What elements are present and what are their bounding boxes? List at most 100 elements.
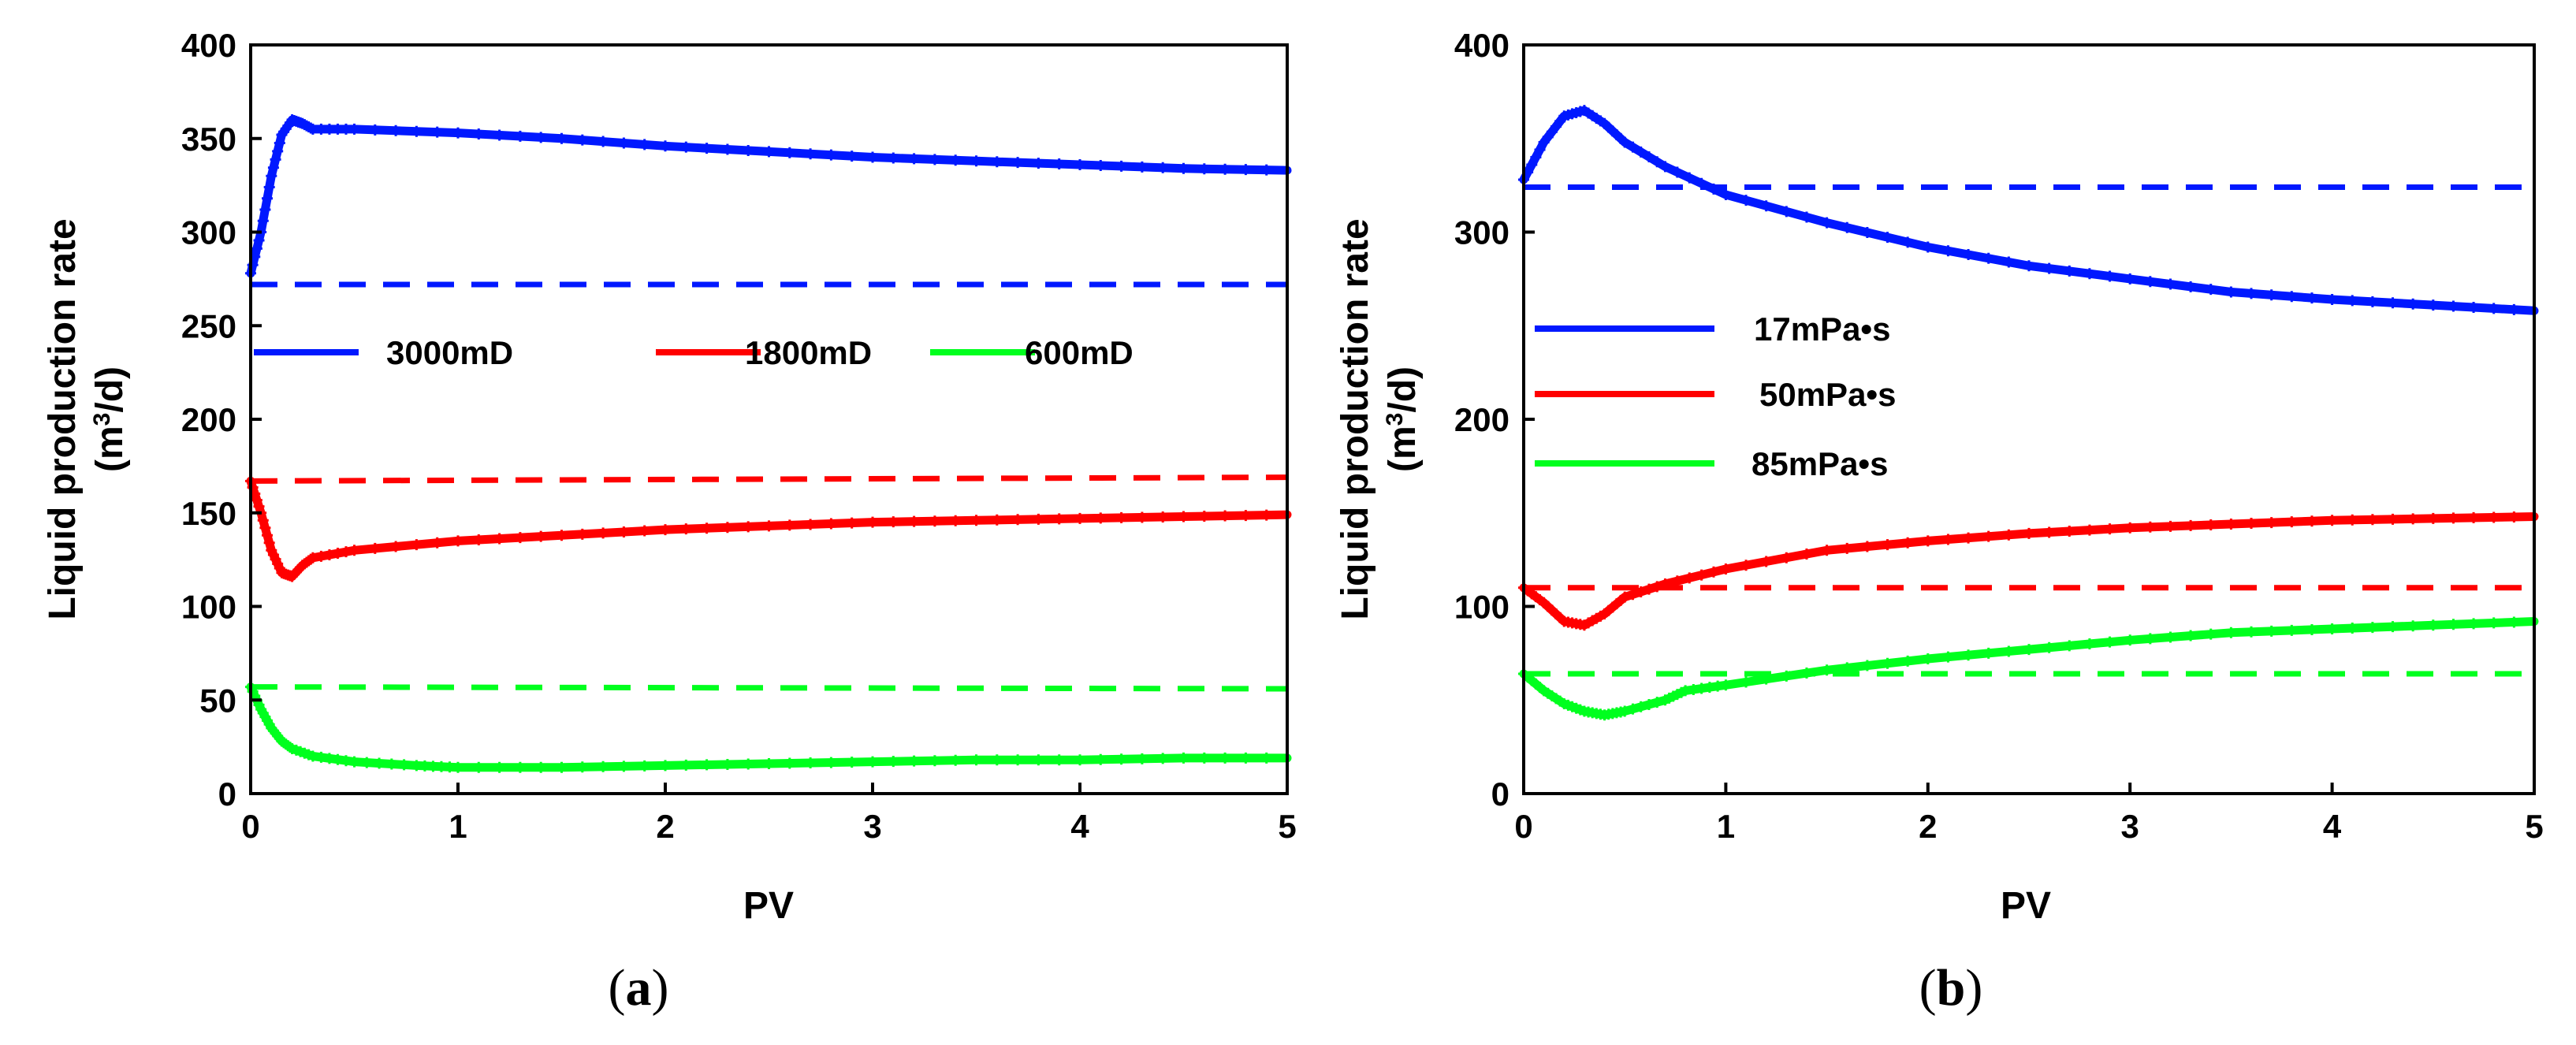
panel-b-series-2-point xyxy=(1684,572,1696,584)
panel-b-series-2-point xyxy=(2064,526,2075,537)
panel-a-series-1-line xyxy=(246,115,1292,278)
panel-b-series-2-point xyxy=(2104,523,2116,535)
panel-a-series-3-point xyxy=(743,758,754,770)
panel-b-series-3-point xyxy=(1627,703,1639,715)
panel-b-series-1-markers xyxy=(1518,105,2520,315)
panel-a-series-1-point xyxy=(473,128,485,140)
panel-a-series-1-point xyxy=(493,129,505,141)
panel-a-series-3-point xyxy=(514,761,526,773)
panel-b-series-2-point xyxy=(2246,518,2258,530)
panel-a-series-3-line xyxy=(246,682,1292,772)
panel-b-x-tick-label: 3 xyxy=(2121,808,2139,845)
panel-a-series-2-point xyxy=(1012,514,1024,526)
panel-b-series-2-point xyxy=(2265,517,2277,529)
panel-b-series-1-point xyxy=(1671,166,1683,178)
panel-a-x-tick-label: 5 xyxy=(1278,808,1296,845)
panel-a-series-1-point xyxy=(576,134,588,146)
panel-a-series-2-point xyxy=(257,515,269,526)
panel-b-series-1-point xyxy=(1942,245,1954,257)
panel-a-series-1-point xyxy=(618,137,630,149)
panel-a-y-tick-label: 250 xyxy=(181,307,236,344)
panel-b-series-3-point xyxy=(1619,705,1631,717)
panel-a-series-1-point xyxy=(1115,160,1127,172)
panel-a-series-3-point xyxy=(1115,753,1127,765)
panel-b-series-1-point xyxy=(1740,195,1752,206)
panel-b-series-3-point xyxy=(2387,621,2399,633)
panel-a-series-1-point xyxy=(929,154,940,165)
panel-a-y-tick-label: 300 xyxy=(181,214,236,251)
panel-b-series-1-point xyxy=(2124,273,2136,284)
panel-a-series-2-point xyxy=(340,546,352,558)
panel-a-series-1-point xyxy=(514,130,526,142)
panel-b-series-1-point xyxy=(2104,270,2116,282)
panel-a-series-2-point xyxy=(1033,513,1044,525)
panel-a-series-3-point xyxy=(721,758,733,770)
panel-b-series-1-point xyxy=(1720,189,1732,200)
panel-b-series-2-point xyxy=(2023,527,2034,539)
panel-b-x-tick-label: 1 xyxy=(1717,808,1735,845)
panel-b-series-3-point xyxy=(2225,627,2237,638)
panel-a-x-tick-label: 2 xyxy=(656,808,674,845)
panel-a-y-axis-label: Liquid production rate (m3/d) xyxy=(42,218,131,619)
panel-b-series-2-point xyxy=(1651,581,1663,593)
panel-b-legend: 17mPa•s 50mPa•s 85mPa•s xyxy=(1535,311,1897,482)
panel-a-series-1-point xyxy=(991,156,1003,168)
panel-b-series-2-point xyxy=(2468,511,2480,523)
panel-a-x-tick-label: 3 xyxy=(863,808,881,845)
panel-b-x-axis-label: PV xyxy=(2001,885,2051,927)
panel-b-marks xyxy=(1518,105,2539,721)
panel-a-series-3-point xyxy=(660,760,671,772)
panel-a-series-3-markers xyxy=(245,681,1272,773)
panel-b-series-3-point xyxy=(2326,623,2338,634)
panel-a-series-1-point xyxy=(1219,163,1231,175)
panel-a-plot-frame xyxy=(249,43,1289,795)
panel-a-series-2-point xyxy=(1240,510,1252,522)
panel-a-series-1-point xyxy=(1240,164,1252,176)
panel-a-series-2-point xyxy=(263,537,275,549)
panel-b-series-1-point xyxy=(2407,298,2419,310)
panel-b-series-2-point xyxy=(1659,578,1671,589)
panel-a-series-2-point xyxy=(1157,511,1169,522)
panel-b-series-3-point xyxy=(1841,662,1853,674)
panel-b-series-3-point xyxy=(2286,624,2298,636)
panel-b-legend-label-2: 50mPa•s xyxy=(1759,376,1897,413)
panel-a-series-2-point xyxy=(701,522,713,534)
panel-b-ticks: 0 1 2 3 4 5 0 100 200 300 400 xyxy=(1454,27,2544,845)
panel-b-y-tick-label: 400 xyxy=(1454,27,1509,64)
panel-a-series-2-point xyxy=(929,515,940,527)
panel-a-series-3-point xyxy=(1178,752,1189,764)
panel-a-series-2-point xyxy=(305,553,317,565)
panel-a-series-3-point xyxy=(950,754,962,766)
panel-a-series-1-point xyxy=(431,126,443,138)
panel-a-series-2-point xyxy=(721,522,733,534)
panel-a-series-2-point xyxy=(348,545,360,556)
panel-a-y-tick-label: 400 xyxy=(181,27,236,64)
panel-a-series-3-point xyxy=(1033,754,1044,766)
panel-b-series-3-point xyxy=(2043,642,2055,653)
panel-a-series-2-point xyxy=(970,515,982,526)
panel-a-legend-label-2: 1800mD xyxy=(745,334,872,371)
panel-a-series-1-point xyxy=(274,137,285,149)
panel-a-y-tick-label: 150 xyxy=(181,495,236,532)
panel-b-series-2-point xyxy=(1627,589,1639,601)
panel-a-series-3-point xyxy=(385,758,397,770)
panel-b-series-2-point xyxy=(2144,521,2156,533)
panel-b-series-1-point xyxy=(1643,151,1655,163)
panel-b-series-2-point xyxy=(1781,552,1792,563)
panel-a-series-2-point xyxy=(251,494,262,506)
panel-b-series-3-point xyxy=(2347,623,2358,634)
panel-a-series-3-point xyxy=(929,755,940,767)
panel-b-series-2-point xyxy=(2508,511,2520,522)
panel-a-series-3-point xyxy=(1053,754,1065,766)
panel-a-series-1-point xyxy=(266,170,277,182)
panel-a-series-3-point xyxy=(701,759,713,771)
panel-a-series-2-point xyxy=(618,526,630,537)
panel-b-series-3-point xyxy=(2144,633,2156,645)
panel-b-series-2-point xyxy=(2185,519,2197,531)
panel-b-series-3-point xyxy=(1781,670,1792,682)
panel-a-series-2-point xyxy=(473,534,485,545)
panel-b-series-1-point xyxy=(1841,221,1853,233)
panel-a-series-3-point xyxy=(576,761,588,773)
panel-a-series-2-point xyxy=(332,548,344,560)
